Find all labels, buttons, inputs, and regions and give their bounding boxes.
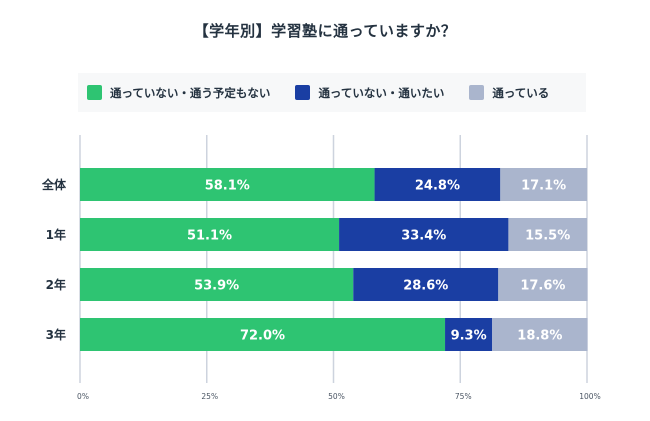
category-label: 3年 — [46, 327, 66, 342]
legend-item-not-attending-want-to: 通っていない・通いたい — [295, 85, 444, 101]
bar-segment — [445, 318, 493, 351]
bar-segment — [80, 268, 354, 301]
data-label: 28.6% — [403, 279, 448, 294]
bar-segment — [508, 218, 587, 251]
x-tick-label: 100% — [579, 392, 600, 401]
bar-segment — [353, 268, 499, 301]
legend-swatch — [469, 85, 485, 100]
category-label: 1年 — [46, 227, 66, 242]
legend-swatch — [87, 85, 102, 100]
data-label: 9.3% — [451, 329, 487, 344]
bar-segment — [339, 218, 509, 251]
data-label: 18.8% — [517, 329, 562, 344]
category-labels: 全体 1年 2年 3年 — [41, 177, 67, 342]
bar-segment — [374, 168, 501, 201]
legend-label: 通っていない・通う予定もない — [110, 85, 271, 100]
x-tick-label: 50% — [328, 392, 345, 401]
data-label: 58.1% — [205, 179, 250, 194]
x-tick-label: 75% — [455, 392, 472, 401]
bar-segment — [80, 318, 446, 351]
x-axis-ticks: 0% 25% 50% 75% 100% — [77, 392, 601, 401]
data-label: 51.1% — [187, 229, 232, 244]
data-label: 15.5% — [525, 229, 570, 244]
legend-label: 通っていない・通いたい — [318, 85, 445, 100]
bar-segment — [500, 168, 587, 201]
bar-segment — [80, 218, 340, 251]
legend-label: 通っている — [492, 85, 550, 100]
chart-title: 【学年別】学習塾に通っていますか？ — [193, 22, 457, 40]
bar-segment — [498, 268, 588, 301]
category-label: 2年 — [46, 277, 66, 292]
x-tick-label: 0% — [77, 392, 89, 401]
category-label: 全体 — [41, 177, 67, 192]
legend: 通っていない・通う予定もない 通っていない・通いたい 通っている — [78, 73, 586, 112]
bar-segment — [80, 168, 375, 201]
legend-item-not-attending-no-plan: 通っていない・通う予定もない — [87, 85, 270, 101]
data-label: 72.0% — [240, 329, 285, 344]
data-label: 53.9% — [194, 279, 239, 294]
data-label: 33.4% — [401, 229, 446, 244]
legend-swatch — [295, 85, 311, 100]
bar-segment — [492, 318, 588, 351]
bars: 58.1% 24.8% 17.1% 51.1% 33.4% 15.5% 53.9% 28.6%… — [80, 168, 588, 351]
data-label: 17.6% — [520, 279, 565, 294]
data-label: 17.1% — [521, 179, 566, 194]
x-tick-label: 25% — [201, 392, 218, 401]
legend-item-attending: 通っている — [469, 85, 549, 101]
data-label: 24.8% — [415, 179, 460, 194]
